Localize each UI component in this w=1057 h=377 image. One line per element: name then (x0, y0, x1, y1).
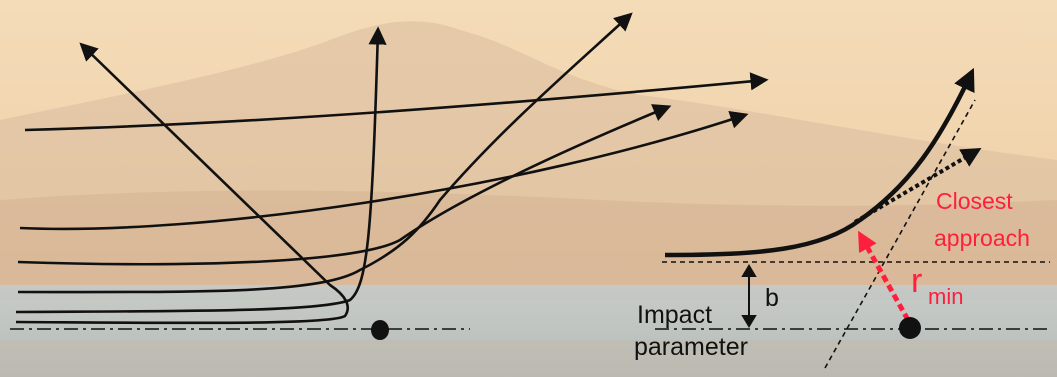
left-nucleus (371, 320, 389, 340)
parameter-label: parameter (634, 333, 748, 361)
trajectory-5 (15, 26, 387, 314)
left-trajectories (15, 12, 769, 325)
b-label: b (765, 284, 779, 312)
trajectory-top-line (24, 72, 769, 132)
trajectory-6 (15, 42, 350, 325)
tangent-direction-arrow (853, 147, 982, 224)
incoming-asymptote (824, 99, 976, 369)
rmin-r-label: r (911, 262, 923, 300)
rmin-arrow (858, 230, 911, 322)
approach-label: approach (934, 225, 1030, 251)
deflected-trajectory (664, 67, 975, 258)
trajectory-3 (17, 104, 672, 266)
trajectory-2 (19, 110, 749, 231)
closest-label: Closest (936, 188, 1013, 214)
impact-label: Impact (637, 301, 713, 329)
trajectory-4 (17, 12, 633, 294)
impact-parameter-arrow (741, 264, 757, 328)
rmin-subscript-label: min (928, 284, 964, 309)
right-nucleus (899, 317, 921, 339)
